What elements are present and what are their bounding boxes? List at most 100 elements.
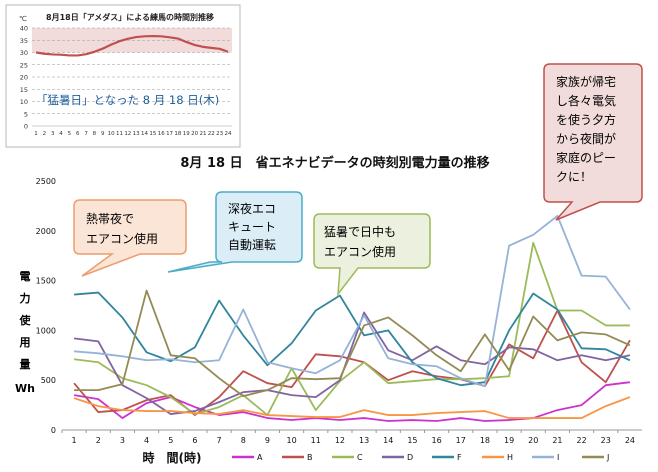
legend-label-h: H [507,453,513,462]
inset-x-tick-label: 10 [108,131,115,137]
inset-x-tick-label: 11 [116,131,123,137]
callout-midsummer-line-1: 猛暑で日中も [324,224,396,239]
inset-x-tick-label: 14 [141,131,148,137]
inset-y-tick-label: 40 [20,25,28,33]
callout-hot-night: 熱帯夜で エアコン使用 [73,199,187,277]
inset-banner-text: 「猛暑日」となった 8 月 18 日(木) [36,93,219,107]
plot-area [73,214,631,422]
inset-x-tick-label: 15 [149,131,156,137]
inset-x-tick-label: 4 [59,131,63,137]
callout-ecocute-line-1: 深夜エコ [228,201,276,216]
y-tick-label: 2500 [36,177,56,186]
inset-y-tick-label: 30 [20,49,28,57]
x-tick-label: 17 [456,436,466,445]
inset-x-tick-label: 13 [133,131,140,137]
x-tick-label: 10 [286,436,296,445]
callout-evening-peak-line-3: を使う夕方 [556,112,616,127]
x-axis-label: 時 間(時) [143,450,202,465]
inset-x-tick-label: 19 [183,131,190,137]
y-label-char-3: 使 [19,313,32,327]
callout-evening-peak-line-2: し各々電気 [556,93,616,108]
x-tick-label: 14 [383,436,393,445]
inset-y-tick-label: 20 [20,74,28,82]
inset-x-tick-label: 12 [124,131,131,137]
legend-label-j: J [606,453,609,462]
inset-y-tick-label: 10 [20,98,28,106]
inset-x-tick-label: 22 [208,131,215,137]
callout-evening-peak-line-4: から夜間が [556,131,616,146]
inset-x-tick-label: 23 [216,131,223,137]
y-label-char-1: 電 [20,270,31,283]
y-tick-label: 0 [51,426,56,435]
callout-ecocute-line-2: キュート [228,220,276,234]
inset-y-tick-label: 15 [20,86,28,94]
inset-title: 8月18日「アメダス」による練馬の時間別推移 [46,12,214,22]
series-line-d [73,311,631,415]
legend-label-b: B [307,453,313,462]
x-tick-label: 16 [431,436,441,445]
y-label-char-2: 力 [20,291,31,305]
x-axis: 1 2 3 4 5 6 7 8 9 10 11 12 13 14 15 16 17 18 19 20 21 22 23 24 [61,430,635,445]
x-tick-label: 11 [311,436,321,445]
x-tick-label: 3 [120,436,125,445]
inset-x-tick-label: 18 [174,131,181,137]
callout-evening-peak-line-6: クに！ [556,170,592,184]
y-tick-label: 1000 [36,326,56,335]
inset-x-tick-label: 5 [68,131,72,137]
main-chart-title: 8月 18 日 省エネナビデータの時刻別電力量の推移 [180,155,489,171]
callout-ecocute-line-3: 自動運転 [228,238,276,252]
series-line-a [73,381,631,422]
y-axis: 0 500 1000 1500 2000 2500 [36,177,56,435]
x-tick-label: 9 [265,436,270,445]
legend-label-c: C [357,453,363,462]
callout-evening-peak: 家族が帰宅 し各々電気 を使う夕方 から夜間が 家庭のピー クに！ [543,63,643,221]
y-label-char-5: 量 [20,358,31,371]
x-tick-label: 13 [359,436,369,445]
series-line-i [74,214,631,388]
y-tick-label: 500 [41,376,56,385]
y-unit-label: Wh [15,382,35,395]
series-line-j [74,289,631,398]
inset-x-tick-label: 21 [199,131,206,137]
legend-label-f: F [457,453,462,462]
x-tick-label: 4 [144,436,149,445]
callout-midsummer-bubble [313,213,431,297]
series-line-c [73,241,630,416]
x-tick-label: 21 [552,436,562,445]
inset-x-tick-label: 1 [34,131,38,137]
inset-temperature-line [35,34,229,57]
y-tick-label: 2000 [36,227,56,236]
x-tick-label: 5 [168,436,173,445]
inset-x-tick-label: 3 [51,131,55,137]
inset-y-tick-label: 0 [24,123,28,131]
y-axis-label: 電 力 使 用 量 Wh [15,270,35,395]
x-tick-label: 23 [601,436,611,445]
inset-x-tick-label: 8 [93,131,97,137]
callout-evening-peak-bubble [543,63,643,221]
callout-ecocute: 深夜エコ キュート 自動運転 [167,191,303,273]
inset-x-tick-label: 6 [76,131,80,137]
callout-hot-night-line-2: エアコン使用 [86,231,158,246]
inset-x-tick-label: 24 [225,131,232,137]
inset-x-tick-label: 17 [166,131,173,137]
y-label-char-4: 用 [20,336,31,349]
inset-x-tick-label: 2 [43,131,47,137]
x-tick-label: 22 [576,436,586,445]
x-tick-label: 15 [407,436,417,445]
callout-evening-peak-line-1: 家族が帰宅 [556,74,616,89]
legend-label-d: D [407,453,413,462]
inset-y-tick-label: 35 [20,37,28,45]
series-line-h [73,396,631,419]
x-tick-label: 12 [335,436,345,445]
callout-midsummer: 猛暑で日中も エアコン使用 [313,213,431,297]
inset-y-tick-label: 5 [24,110,28,118]
inset-x-tick-label: 16 [158,131,165,137]
x-tick-label: 24 [625,436,635,445]
x-tick-label: 20 [528,436,538,445]
x-tick-label: 7 [217,436,222,445]
x-tick-label: 6 [192,436,197,445]
callout-evening-peak-line-5: 家庭のピー [556,150,616,165]
inset-x-tick-label: 20 [191,131,198,137]
